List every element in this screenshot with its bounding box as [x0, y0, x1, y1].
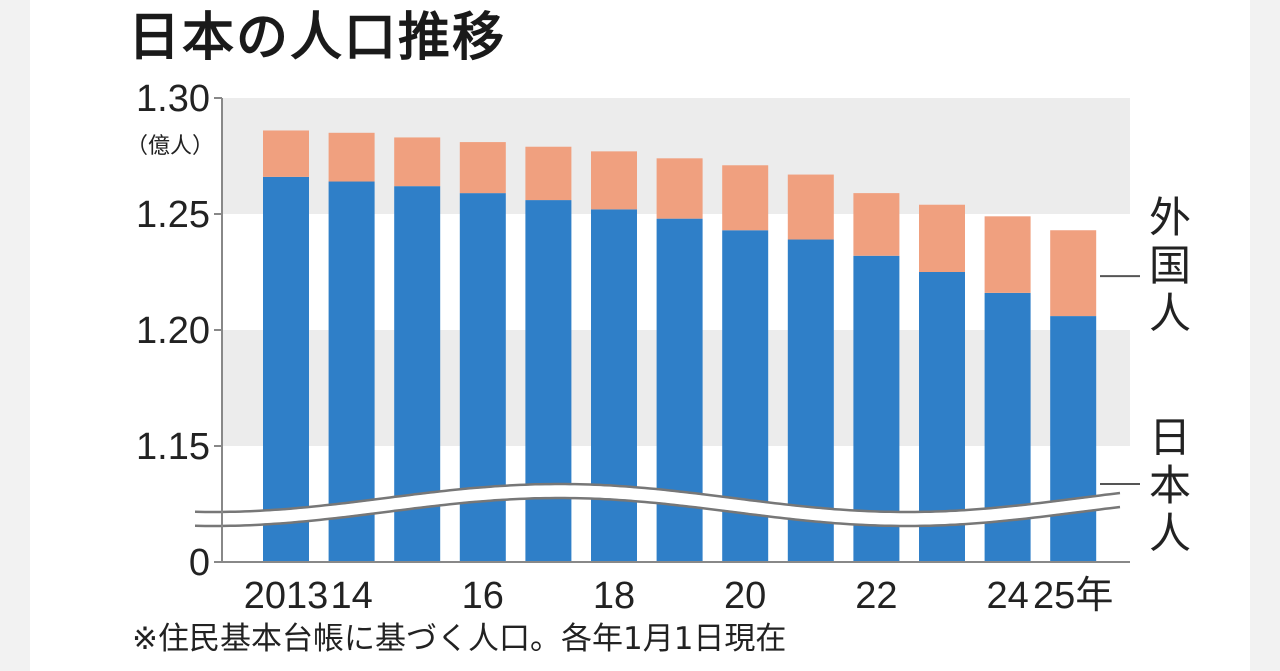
bar-foreign-20 [722, 165, 769, 231]
bar-japanese-14 [328, 181, 375, 562]
legend-char-日本人-0: 日 [1149, 413, 1191, 462]
bar-foreign-16 [459, 142, 506, 194]
y-tick-labels: 1.30 1.25 1.20 1.15 0 （億人） [126, 78, 222, 584]
chart-title: 日本の人口推移 [128, 8, 507, 68]
bar-japanese-16 [459, 193, 506, 562]
break-line-bottom [194, 496, 1121, 528]
bar-foreign-17 [525, 146, 572, 201]
bar-foreign-15 [394, 137, 441, 187]
bar-japanese-2013 [263, 176, 309, 562]
legend-char-外国人-1: 国 [1149, 241, 1191, 290]
bar-foreign-24 [984, 216, 1031, 293]
left-margin [0, 0, 30, 671]
x-tick-label-2013: 2013 [244, 575, 329, 617]
footnote: ※住民基本台帳に基づく人口。各年1月1日現在 [132, 621, 787, 657]
x-tick-label-16: 16 [462, 575, 504, 617]
x-tick-label-14: 14 [330, 575, 372, 617]
bar-foreign-14 [328, 132, 375, 182]
right-margin [1250, 0, 1280, 671]
bar-japanese-18 [591, 209, 637, 563]
x-tick-labels: 2013 14 16 18 20 22 24 25年 [244, 575, 1114, 617]
legend-char-日本人-1: 本 [1149, 461, 1191, 510]
bar-japanese-19 [656, 218, 703, 562]
x-tick-label-18: 18 [593, 575, 635, 617]
axis-break [194, 482, 1121, 528]
break-line-top [194, 482, 1121, 514]
y-unit-label: （億人） [126, 134, 214, 159]
bar-foreign-23 [919, 204, 965, 272]
bar-foreign-2013 [263, 130, 309, 177]
y-tick-label-1.15: 1.15 [136, 426, 210, 468]
bar-foreign-18 [591, 151, 637, 210]
legend-char-外国人-2: 人 [1149, 289, 1191, 338]
bar-japanese-17 [525, 200, 572, 562]
legend-char-日本人-2: 人 [1149, 509, 1191, 558]
y-tick-label-1.30: 1.30 [136, 78, 210, 120]
bar-foreign-19 [656, 158, 703, 219]
y-tick-label-1.25: 1.25 [136, 194, 210, 236]
x-tick-label-25年: 25年 [1033, 575, 1113, 617]
x-tick-label-24: 24 [986, 575, 1028, 617]
bar-foreign-22 [853, 193, 900, 256]
x-tick-label-20: 20 [724, 575, 766, 617]
break-fill [195, 485, 1120, 525]
x-tick-label-22: 22 [855, 575, 897, 617]
bar-foreign-21 [787, 174, 834, 240]
bar-foreign-25年 [1050, 230, 1097, 317]
bar-japanese-25年 [1050, 316, 1097, 562]
legend-char-外国人-0: 外 [1149, 193, 1191, 242]
y-tick-label-1.20: 1.20 [136, 310, 210, 352]
y-tick-label-0: 0 [189, 542, 210, 584]
